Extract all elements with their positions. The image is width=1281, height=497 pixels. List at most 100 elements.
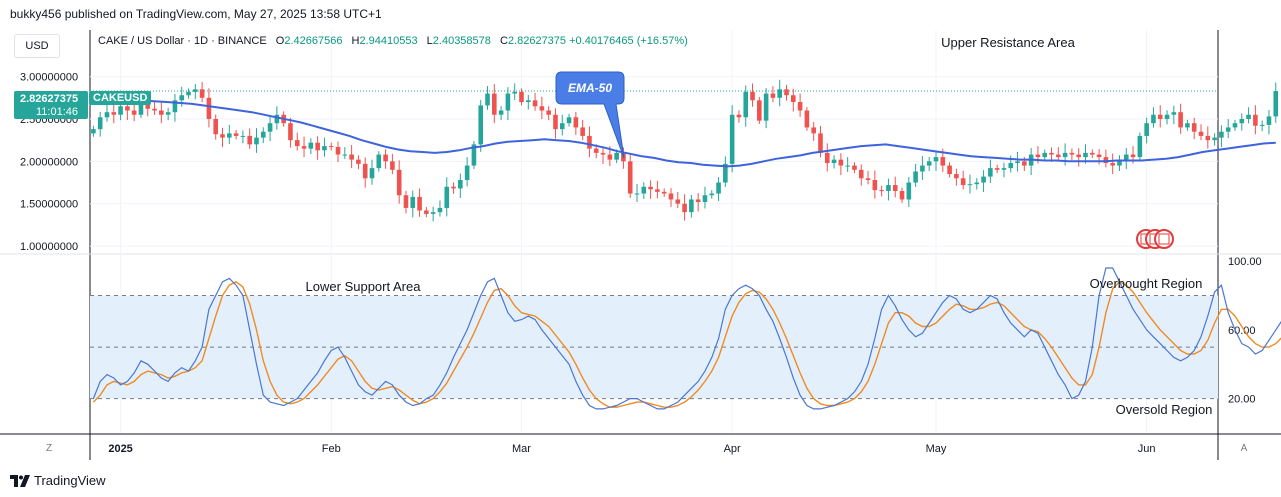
overbought-label: Overbought Region: [1090, 276, 1203, 291]
candle-body: [335, 146, 341, 155]
price-tick-label: 3.00000000: [20, 72, 78, 84]
publisher-caption: bukky456 published on TradingView.com, M…: [10, 7, 382, 21]
candle-body: [1205, 135, 1211, 141]
oscillator-tick-label: 100.00: [1228, 256, 1262, 268]
candle-body: [254, 137, 259, 145]
bar-countdown: 11:01:46: [36, 106, 79, 118]
currency-selector[interactable]: USD: [14, 34, 60, 58]
change-value: +0.40176465 (+16.57%): [569, 35, 688, 47]
candle-body: [729, 114, 735, 164]
candle-body: [1001, 168, 1007, 170]
candle-body: [410, 196, 416, 208]
candle-body: [689, 199, 694, 213]
candle-body: [240, 135, 246, 137]
candle-body: [723, 163, 728, 183]
candle-body: [1253, 114, 1258, 126]
candle-body: [288, 123, 293, 141]
candle-body: [784, 89, 789, 96]
symbol-price-tag: CAKEUSD: [89, 91, 152, 105]
time-tick-label: Apr: [724, 443, 741, 455]
candle-body: [247, 135, 252, 145]
oscillator-tick-label: 20.00: [1228, 394, 1256, 406]
candle-body: [403, 195, 409, 208]
time-tick-label: Feb: [322, 443, 341, 455]
candle-body: [770, 93, 776, 98]
candle-body: [675, 199, 681, 204]
candle-body: [838, 159, 844, 166]
candle-body: [1117, 159, 1122, 166]
candle-body: [1096, 154, 1102, 158]
zoom-z-button[interactable]: Z: [45, 443, 53, 454]
candle-body: [920, 165, 925, 172]
candle-body: [356, 159, 361, 164]
candle-body: [1185, 123, 1190, 128]
candle-body: [186, 91, 191, 96]
candle-body: [369, 168, 375, 179]
candle-body: [566, 117, 572, 124]
candle-body: [913, 171, 918, 183]
time-tick-label: Jun: [1138, 443, 1156, 455]
candle-body: [1239, 118, 1245, 124]
candle-body: [1157, 114, 1163, 119]
candle-body: [1022, 161, 1027, 166]
chart-canvas[interactable]: 3.000000002.500000002.000000001.50000000…: [0, 28, 1281, 470]
candle-body: [97, 117, 103, 130]
candle-body: [627, 161, 633, 194]
candle-body: [1266, 116, 1272, 125]
candle-body: [546, 110, 551, 115]
candle-body: [655, 189, 660, 192]
candle-body: [960, 178, 966, 186]
time-tick-label: May: [926, 443, 947, 455]
candle-body: [947, 165, 952, 175]
auto-scale-button[interactable]: A: [1240, 443, 1248, 454]
price-tick-label: 1.50000000: [20, 199, 78, 211]
candle-body: [260, 131, 266, 138]
high-value: 2.94410553: [359, 35, 418, 47]
candle-body: [152, 108, 157, 111]
candle-body: [872, 179, 878, 191]
ema-callout-bubble: [555, 71, 625, 159]
candle-body: [954, 174, 959, 179]
candle-body: [1144, 123, 1149, 136]
open-label: O: [275, 35, 285, 47]
lower-support-label: Lower Support Area: [306, 279, 422, 294]
close-value: 2.82627375: [507, 35, 567, 47]
candle-body: [430, 212, 436, 214]
candle-body: [886, 185, 891, 191]
candle-body: [1008, 163, 1014, 169]
candle-body: [824, 152, 830, 164]
candle-body: [791, 95, 796, 103]
candle-body: [757, 100, 762, 121]
candle-body: [165, 112, 171, 115]
candle-body: [145, 103, 151, 109]
candle-body: [213, 118, 219, 135]
candle-body: [661, 191, 667, 194]
oversold-label: Oversold Region: [1116, 402, 1213, 417]
candle-body: [926, 161, 932, 166]
upper-resistance-label: Upper Resistance Area: [941, 35, 1075, 50]
candle-body: [1164, 114, 1170, 119]
candle-body: [539, 106, 545, 111]
candle-body: [906, 182, 912, 200]
candle-body: [559, 123, 565, 130]
candle-body: [471, 144, 477, 166]
candle-body: [362, 163, 368, 179]
candle-body: [607, 154, 613, 160]
candle-body: [818, 133, 823, 153]
candle-body: [1123, 154, 1129, 160]
tradingview-logo-icon: [10, 474, 30, 487]
candle-body: [981, 176, 986, 183]
ema-50-line: [93, 97, 1276, 168]
candle-body: [1130, 154, 1136, 158]
candle-body: [172, 100, 178, 113]
candle-body: [1232, 123, 1238, 128]
candle-body: [1049, 152, 1054, 155]
candle-body: [600, 152, 606, 155]
time-tick-label: 2025: [108, 443, 132, 455]
candle-body: [233, 133, 239, 136]
candle-body: [797, 102, 803, 111]
candle-body: [1076, 154, 1081, 158]
candle-body: [933, 157, 939, 162]
candle-body: [220, 134, 225, 138]
candle-body: [811, 127, 816, 134]
